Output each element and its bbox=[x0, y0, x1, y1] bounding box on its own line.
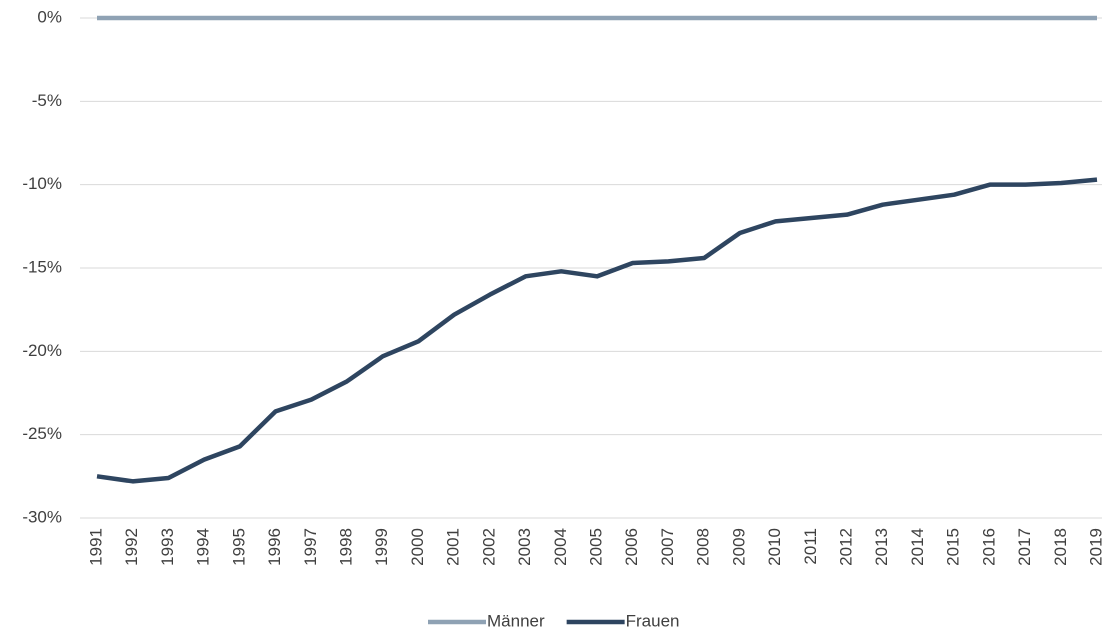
x-tick-label: 1991 bbox=[86, 528, 105, 566]
y-tick-label: -15% bbox=[22, 257, 62, 276]
y-tick-label: -10% bbox=[22, 174, 62, 193]
y-tick-label: -20% bbox=[22, 341, 62, 360]
x-tick-label: 2005 bbox=[586, 528, 605, 566]
x-tick-label: 1998 bbox=[336, 528, 355, 566]
x-tick-label: 2017 bbox=[1015, 528, 1034, 566]
y-tick-label: -5% bbox=[32, 91, 62, 110]
x-tick-label: 1996 bbox=[265, 528, 284, 566]
x-tick-label: 2001 bbox=[444, 528, 463, 566]
x-tick-label: 2013 bbox=[872, 528, 891, 566]
x-tick-label: 2014 bbox=[908, 528, 927, 566]
x-tick-label: 2015 bbox=[944, 528, 963, 566]
y-tick-label: -25% bbox=[22, 424, 62, 443]
x-tick-label: 1995 bbox=[229, 528, 248, 566]
x-tick-label: 2000 bbox=[408, 528, 427, 566]
x-tick-label: 2011 bbox=[801, 528, 820, 565]
legend-label: Männer bbox=[487, 611, 545, 630]
x-tick-label: 2008 bbox=[694, 528, 713, 566]
x-tick-label: 2012 bbox=[836, 528, 855, 566]
x-tick-label: 2003 bbox=[515, 528, 534, 566]
x-tick-label: 2009 bbox=[729, 528, 748, 566]
x-tick-label: 2010 bbox=[765, 528, 784, 566]
legend-label: Frauen bbox=[626, 611, 680, 630]
y-tick-label: 0% bbox=[37, 7, 62, 26]
x-tick-label: 1999 bbox=[372, 528, 391, 566]
x-tick-label: 2007 bbox=[658, 528, 677, 566]
y-tick-label: -30% bbox=[22, 507, 62, 526]
x-tick-label: 1992 bbox=[122, 528, 141, 566]
line-series bbox=[96, 177, 1098, 484]
x-tick-label: 2004 bbox=[551, 528, 570, 566]
x-tick-label: 1997 bbox=[301, 528, 320, 566]
x-tick-label: 2006 bbox=[622, 528, 641, 566]
x-tick-label: 1994 bbox=[194, 528, 213, 566]
x-tick-label: 2002 bbox=[479, 528, 498, 566]
x-tick-label: 2016 bbox=[979, 528, 998, 566]
x-tick-label: 1993 bbox=[158, 528, 177, 566]
x-tick-label: 2019 bbox=[1086, 528, 1102, 566]
x-tick-label: 2018 bbox=[1051, 528, 1070, 566]
